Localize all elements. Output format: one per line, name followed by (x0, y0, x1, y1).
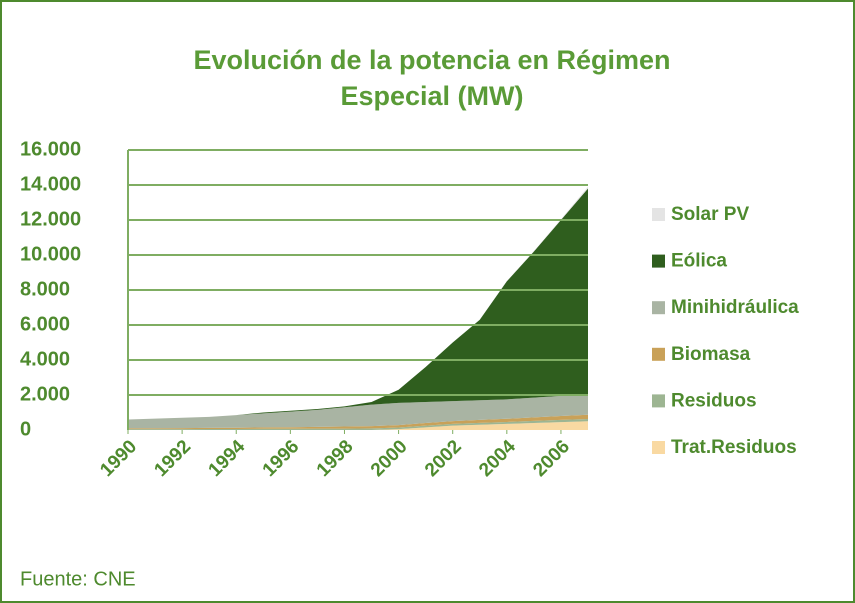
legend-label: Biomasa (671, 344, 751, 365)
area (128, 188, 588, 420)
y-tick-label: 14.000 (20, 173, 81, 195)
y-tick-label: 12.000 (20, 208, 81, 230)
legend-label: Trat.Residuos (671, 437, 797, 458)
legend-swatch (652, 254, 665, 268)
y-tick-label: 4.000 (20, 348, 70, 370)
y-tick-label: 6.000 (20, 313, 70, 335)
legend-label: Solar PV (671, 204, 749, 225)
legend-swatch (652, 301, 665, 315)
source-note: Fuente: CNE (20, 568, 136, 590)
legend-swatch (652, 208, 665, 221)
y-tick-label: 16.000 (20, 138, 81, 160)
area (128, 421, 588, 430)
legend-swatch (652, 347, 665, 361)
legend-swatch (652, 441, 665, 454)
y-tick-label: 10.000 (20, 243, 81, 265)
legend-swatch (652, 394, 665, 408)
chart-title: Especial (MW) (340, 81, 523, 111)
y-tick-label: 0 (20, 418, 31, 440)
chart-title: Evolución de la potencia en Régimen (193, 45, 670, 75)
legend-label: Minihidráulica (671, 297, 799, 318)
legend-label: Eólica (671, 251, 727, 272)
y-tick-label: 8.000 (20, 278, 70, 300)
y-tick-label: 2.000 (20, 383, 70, 405)
area (128, 395, 588, 429)
area (128, 414, 588, 430)
legend-label: Residuos (671, 390, 757, 411)
